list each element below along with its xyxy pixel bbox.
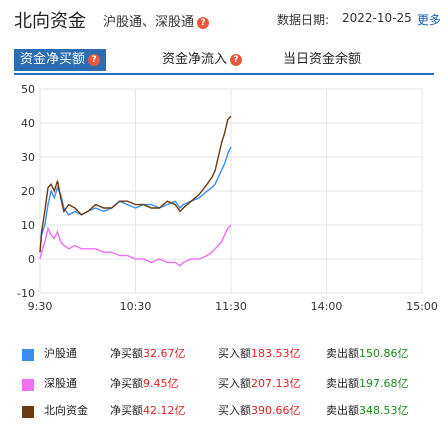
net-label: 净买额	[110, 404, 143, 417]
buy-amount: 390.66亿	[251, 404, 301, 417]
sell-label: 卖出额	[326, 347, 359, 360]
more-link[interactable]: 更多	[417, 13, 442, 27]
line-chart: -10 0 10 20 30 40 50 9:30 10:30 11:30 14:00 15:00	[17, 83, 438, 313]
sell-amount: 348.53亿	[359, 404, 409, 417]
page-title: 北向资金	[14, 11, 86, 32]
x-tick-label: 11:30	[215, 300, 247, 313]
sell-value: 卖出额197.68亿	[326, 374, 409, 394]
buy-amount: 207.13亿	[251, 377, 301, 390]
tab-balance-label: 当日资金余额	[283, 52, 362, 67]
sell-label: 卖出额	[326, 404, 359, 417]
tab-net-inflow-label: 资金净流入	[162, 52, 228, 67]
y-tick-label: 10	[21, 219, 35, 232]
series-line-0	[39, 146, 232, 253]
sell-value: 卖出额348.53亿	[326, 401, 409, 421]
sell-label: 卖出额	[326, 377, 359, 390]
series-line-1	[39, 224, 232, 267]
x-tick-label: 9:30	[28, 300, 53, 313]
net-value: 净买额9.45亿	[110, 374, 179, 394]
y-tick-label: 50	[21, 83, 35, 96]
x-tick-label: 15:00	[406, 300, 438, 313]
legend-name: 北向资金	[44, 404, 88, 417]
tab-underline	[14, 73, 434, 75]
net-value: 净买额32.67亿	[110, 344, 186, 364]
legend-swatch	[22, 349, 34, 361]
net-value: 净买额42.12亿	[110, 401, 186, 421]
net-label: 净买额	[110, 347, 143, 360]
tab-net-inflow[interactable]: 资金净流入?	[162, 49, 243, 71]
buy-label: 买入额	[218, 347, 251, 360]
legend-swatch	[22, 406, 34, 418]
buy-label: 买入额	[218, 377, 251, 390]
legend-row-sz: 深股通 净买额9.45亿 买入额207.13亿 卖出额197.68亿	[0, 374, 448, 394]
series-line-2	[39, 115, 232, 253]
legend-swatch	[22, 379, 34, 391]
buy-label: 买入额	[218, 404, 251, 417]
net-amount: 9.45亿	[143, 377, 179, 390]
net-label: 净买额	[110, 377, 143, 390]
subtitle: 沪股通、深股通?	[103, 11, 210, 30]
buy-amount: 183.53亿	[251, 347, 301, 360]
buy-value: 买入额183.53亿	[218, 344, 301, 364]
tab-balance[interactable]: 当日资金余额	[283, 49, 361, 71]
sell-amount: 150.86亿	[359, 347, 409, 360]
buy-value: 买入额207.13亿	[218, 374, 301, 394]
tab-net-buy[interactable]: 资金净买额?	[14, 49, 107, 71]
date-value: 2022-10-25	[342, 11, 412, 25]
tab-bar: 资金净买额? 资金净流入? 当日资金余额	[14, 49, 434, 73]
date-label: 数据日期:	[277, 13, 330, 27]
sell-value: 卖出额150.86亿	[326, 344, 409, 364]
header: 北向资金 沪股通、深股通? 数据日期: 2022-10-25 更多	[0, 0, 448, 38]
tab-net-buy-label: 资金净买额	[20, 52, 86, 67]
y-tick-label: 30	[21, 151, 35, 164]
buy-value: 买入额390.66亿	[218, 401, 301, 421]
x-tick-label: 14:00	[311, 300, 343, 313]
help-icon[interactable]: ?	[88, 54, 101, 66]
net-amount: 42.12亿	[143, 404, 186, 417]
help-icon[interactable]: ?	[230, 54, 243, 66]
sell-amount: 197.68亿	[359, 377, 409, 390]
y-tick-label: 40	[21, 117, 35, 130]
y-tick-label: 0	[28, 253, 35, 266]
help-icon[interactable]: ?	[197, 17, 210, 29]
x-tick-label: 10:30	[120, 300, 152, 313]
subtitle-text: 沪股通、深股通	[103, 15, 195, 30]
y-tick-label: 20	[21, 185, 35, 198]
legend-row-north: 北向资金 净买额42.12亿 买入额390.66亿 卖出额348.53亿	[0, 401, 448, 421]
y-tick-label: -10	[17, 287, 35, 300]
legend-row-sh: 沪股通 净买额32.67亿 买入额183.53亿 卖出额150.86亿	[0, 344, 448, 364]
legend-name: 沪股通	[44, 347, 77, 360]
legend-name: 深股通	[44, 377, 77, 390]
net-amount: 32.67亿	[143, 347, 186, 360]
